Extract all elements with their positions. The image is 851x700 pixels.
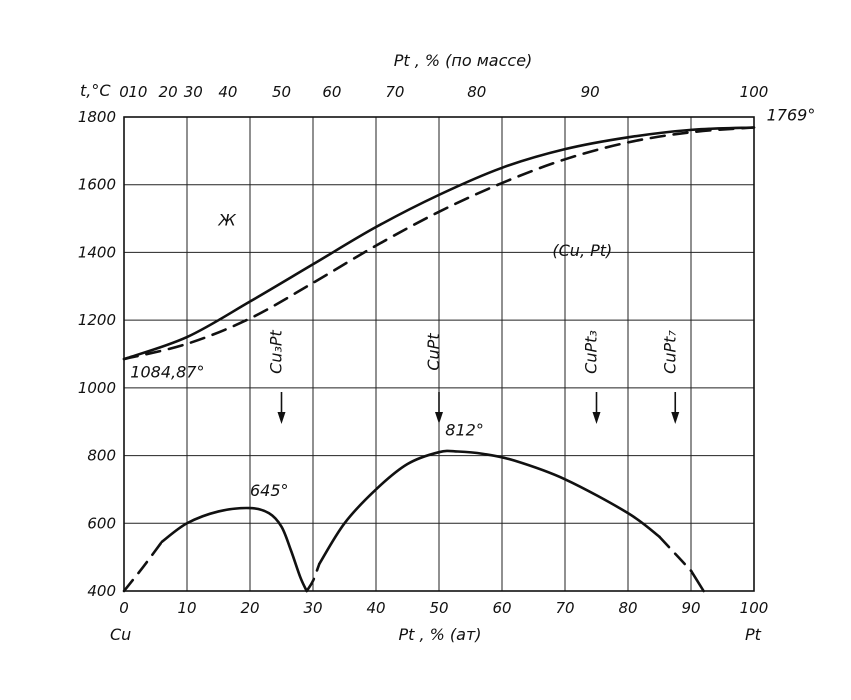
solid-curve: [160, 506, 308, 593]
y-tick-label: 800: [87, 447, 116, 465]
phase-marker: CuPt₇: [660, 330, 680, 424]
right-end-label: Pt: [745, 625, 762, 644]
y-axis-title: t,°C: [80, 81, 111, 100]
top-tick-label: 30: [184, 83, 203, 101]
bottom-tick-label: 80: [618, 599, 637, 617]
y-tick-label: 1600: [78, 176, 116, 194]
bottom-tick-label: 20: [240, 599, 259, 617]
phase-marker: CuPt: [424, 333, 443, 424]
dashed-curve: [122, 126, 756, 361]
annotation-label: 1769°: [767, 105, 816, 124]
arrowhead-icon: [435, 412, 443, 424]
dashed-curve: [658, 535, 693, 572]
top-tick-label: 60: [322, 83, 341, 101]
solid-curve: [318, 449, 661, 566]
arrowhead-icon: [671, 412, 680, 424]
bottom-tick-label: 40: [366, 599, 385, 617]
bottom-tick-label: 90: [681, 599, 700, 617]
top-tick-label: 100: [740, 83, 769, 101]
annotation-label: Ж: [218, 210, 237, 229]
y-tick-label: 600: [87, 514, 116, 532]
top-tick-label: 40: [218, 83, 237, 101]
solid-curve: [689, 569, 705, 593]
top-tick-label: 10: [128, 83, 147, 101]
annotations: 1084,87° 1769° Ж (Cu, Pt) 645° 812° Cu₃Pt CuPt C…: [130, 105, 815, 500]
phase-marker-label: CuPt₇: [660, 330, 679, 374]
y-tick-label: 400: [87, 582, 116, 600]
tick-labels: 0 10 20 30 40 50 60 70 80 90 100400600800100012001…: [78, 83, 769, 617]
phase-marker-label: CuPt₃: [582, 330, 601, 374]
phase-marker-label: CuPt: [424, 333, 443, 371]
annotation-label: 1084,87°: [130, 363, 204, 382]
dashed-curve: [122, 540, 164, 593]
bottom-tick-label: 50: [429, 599, 448, 617]
left-end-label: Cu: [110, 625, 131, 644]
solid-curve: [122, 126, 756, 361]
bottom-tick-label: 0: [119, 599, 129, 617]
top-tick-label: 80: [467, 83, 486, 101]
bottom-tick-label: 10: [177, 599, 196, 617]
annotation-label: 812°: [445, 420, 484, 439]
top-tick-label: 50: [272, 83, 291, 101]
y-tick-label: 1400: [78, 243, 116, 261]
y-tick-label: 1800: [78, 108, 116, 126]
top-axis-title: Pt , % (по массе): [394, 51, 533, 70]
top-tick-label: 20: [159, 83, 178, 101]
top-tick-label: 90: [581, 83, 600, 101]
dashed-curve: [305, 562, 321, 593]
arrowhead-icon: [277, 412, 286, 424]
annotation-label: (Cu, Pt): [552, 241, 612, 260]
y-tick-label: 1000: [78, 379, 116, 397]
phase-marker: Cu₃Pt: [267, 329, 286, 424]
y-tick-label: 1200: [78, 311, 116, 329]
plot-frame: [123, 116, 755, 592]
bottom-tick-label: 30: [303, 599, 322, 617]
curves: [122, 126, 756, 593]
bottom-tick-label: 70: [555, 599, 574, 617]
bottom-axis-title: Pt , % (ат): [398, 625, 481, 644]
top-tick-label: 70: [385, 83, 404, 101]
top-tick-label: 0: [119, 83, 129, 101]
bottom-tick-label: 100: [740, 599, 769, 617]
bottom-tick-label: 60: [492, 599, 511, 617]
phase-marker-label: Cu₃Pt: [267, 329, 286, 373]
annotation-label: 645°: [250, 481, 289, 500]
phase-marker: CuPt₃: [582, 330, 601, 424]
arrowhead-icon: [592, 412, 601, 424]
